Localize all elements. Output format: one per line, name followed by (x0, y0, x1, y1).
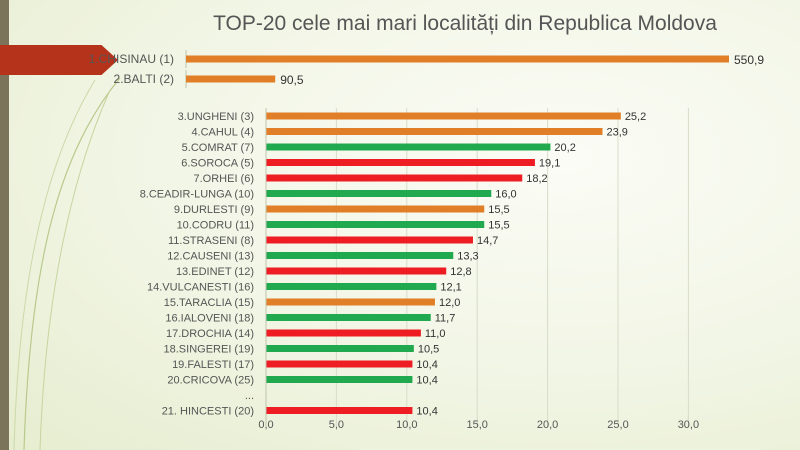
category-label-16-ialoveni-18: 16.IALOVENI (18) (165, 313, 254, 325)
category-label-8-ceadir-lunga-10: 8.CEADIR-LUNGA (10) (140, 189, 254, 201)
data-label-5-comrat-7: 20,2 (554, 142, 575, 154)
data-label-3-ungheni-3: 25,2 (625, 111, 646, 123)
data-label-10-codru-11: 15,5 (488, 220, 509, 232)
bar-1-chisinau-1 (186, 55, 729, 63)
category-label-3-ungheni-3: 3.UNGHENI (3) (178, 111, 254, 123)
data-label-21-hincesti-20: 10,4 (416, 406, 437, 418)
data-label-11-straseni-8: 14,7 (477, 235, 498, 247)
category-label-1-chisinau-1: 1.CHISINAU (1) (89, 52, 174, 66)
data-label-15-taraclia-15: 12,0 (439, 297, 460, 309)
data-label-7-orhei-6: 18,2 (526, 173, 547, 185)
bar-5-comrat-7 (266, 143, 551, 151)
data-label-16-ialoveni-18: 11,7 (435, 313, 456, 325)
data-label-18-singerei-19: 10,5 (418, 344, 439, 356)
bar-14-vulcanesti-16 (266, 283, 437, 290)
data-label-9-durlesti-9: 15,5 (488, 204, 509, 216)
bar-13-edinet-12 (266, 267, 447, 275)
data-label-14-vulcanesti-16: 12,1 (440, 282, 461, 294)
category-label-20-cricova-25: 20.CRICOVA (25) (167, 375, 254, 387)
accent-arrow-banner (0, 45, 118, 75)
data-label-1-chisinau-1: 550,9 (734, 53, 764, 67)
bar-12-causeni-13 (266, 252, 454, 259)
data-label-12-causeni-13: 13,3 (457, 251, 478, 263)
category-label-2-balti-2: 2.BALTI (2) (114, 72, 174, 86)
bar-7-orhei-6 (266, 174, 523, 182)
data-label-13-edinet-12: 12,8 (450, 266, 471, 278)
category-label-12-causeni-13: 12.CAUSENI (13) (167, 251, 254, 263)
bar-10-codru-11 (266, 221, 485, 228)
top-bars-group: 1.CHISINAU (1) 550,9 2.BALTI (2) 90,5 (89, 50, 764, 88)
category-label-10-codru-11: 10.CODRU (11) (177, 220, 254, 232)
category-label-21-hincesti-20: 21. HINCESTI (20) (162, 406, 254, 418)
category-label-14-vulcanesti-16: 14.VULCANESTI (16) (147, 282, 254, 294)
decorative-curves (13, 77, 121, 450)
bar-8-ceadir-lunga-10 (266, 190, 492, 197)
x-tick-label: 25,0 (607, 419, 628, 431)
data-label-20-cricova-25: 10,4 (416, 375, 437, 387)
data-label-2-balti-2: 90,5 (280, 73, 304, 87)
category-label-ellipsis: ... (245, 390, 254, 402)
x-tick-label: 15,0 (466, 419, 487, 431)
main-bars-group: 3.UNGHENI (3) 25,2 4.CAHUL (4) 23,9 5.COMRAT… (140, 111, 647, 418)
bar-19-falesti-17 (266, 360, 413, 368)
category-label-4-cahul-4: 4.CAHUL (4) (191, 127, 254, 139)
category-label-13-edinet-12: 13.EDINET (12) (176, 266, 254, 278)
bar-20-cricova-25 (266, 376, 413, 383)
bar-15-taraclia-15 (266, 298, 435, 306)
data-label-4-cahul-4: 23,9 (607, 127, 628, 139)
bar-11-straseni-8 (266, 236, 473, 244)
bar-17-drochia-14 (266, 329, 421, 337)
data-label-19-falesti-17: 10,4 (416, 359, 437, 371)
bar-4-cahul-4 (266, 128, 603, 135)
bar-21-hincesti-20 (266, 407, 413, 414)
category-label-17-drochia-14: 17.DROCHIA (14) (166, 328, 254, 340)
data-label-17-drochia-14: 11,0 (425, 328, 446, 340)
category-label-7-orhei-6: 7.ORHEI (6) (193, 173, 254, 185)
category-label-18-singerei-19: 18.SINGEREI (19) (164, 344, 254, 356)
bar-3-ungheni-3 (266, 112, 621, 120)
x-tick-label: 5,0 (329, 419, 344, 431)
category-label-15-taraclia-15: 15.TARACLIA (15) (164, 297, 254, 309)
category-label-11-straseni-8: 11.STRASENI (8) (168, 235, 254, 247)
x-tick-label: 20,0 (537, 419, 558, 431)
bar-16-ialoveni-18 (266, 314, 431, 321)
bar-6-soroca-5 (266, 159, 535, 166)
bar-9-durlesti-9 (266, 205, 485, 213)
category-label-5-comrat-7: 5.COMRAT (7) (182, 142, 254, 154)
data-label-6-soroca-5: 19,1 (539, 158, 560, 170)
chart-title: TOP-20 cele mai mari localități din Repu… (213, 12, 717, 35)
x-tick-label: 30,0 (678, 419, 699, 431)
x-tick-label: 10,0 (396, 419, 417, 431)
bar-2-balti-2 (186, 75, 276, 83)
category-label-9-durlesti-9: 9.DURLESTI (9) (174, 204, 254, 216)
x-axis: 0,0 5,0 10,0 15,0 20,0 25,0 30,0 (258, 108, 699, 431)
category-label-6-soroca-5: 6.SOROCA (5) (181, 158, 254, 170)
bar-18-singerei-19 (266, 345, 414, 352)
data-label-8-ceadir-lunga-10: 16,0 (495, 189, 516, 201)
left-decor-strip (0, 0, 9, 450)
category-label-19-falesti-17: 19.FALESTI (17) (172, 359, 254, 371)
